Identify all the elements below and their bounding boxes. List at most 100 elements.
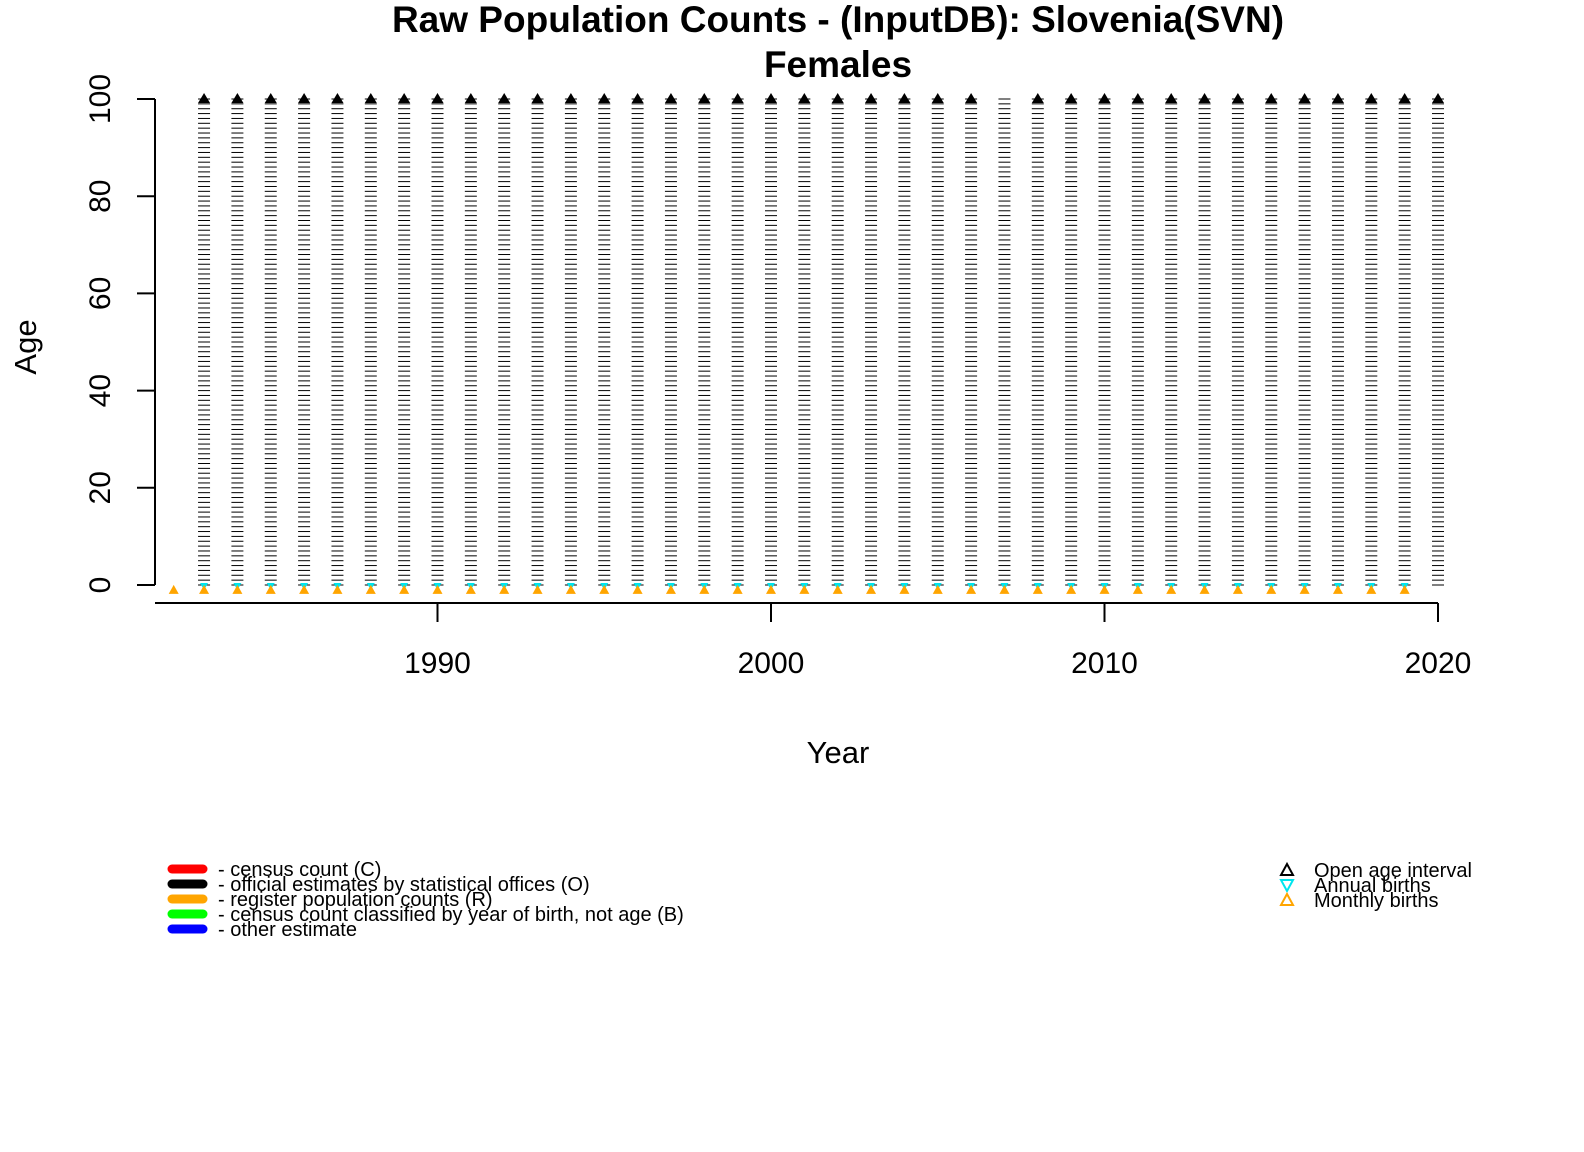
series-column-2011: [1131, 98, 1144, 586]
series-column-1993: [531, 98, 544, 586]
y-tick-label: 20: [84, 471, 117, 504]
series-column-1986: [298, 98, 311, 586]
monthly-births-marker: [265, 584, 276, 594]
series-column-2000: [765, 98, 777, 586]
open-age-marker: [1432, 93, 1444, 103]
legend-label: - census count classified by year of bir…: [218, 904, 684, 926]
open-age-marker: [1165, 93, 1178, 103]
triangle-up-icon: [1279, 861, 1295, 876]
open-age-marker: [464, 93, 477, 103]
monthly-births-marker: [1166, 584, 1177, 594]
open-age-marker: [498, 93, 511, 103]
series-column-2003: [865, 98, 878, 586]
series-column-1998: [698, 98, 711, 586]
open-age-marker: [298, 93, 311, 103]
open-age-marker: [698, 93, 711, 103]
series-column-1999: [731, 98, 744, 586]
series-column-2017: [1331, 98, 1344, 586]
monthly-births-marker: [1099, 584, 1110, 594]
series-column-1991: [464, 98, 477, 586]
open-age-marker: [198, 93, 211, 103]
series-column-2010: [1098, 98, 1111, 586]
series-column-2004: [898, 98, 911, 586]
axes: 0 20 40 60 80 100 1990 2000 2010 2020: [84, 74, 1471, 680]
open-age-marker: [931, 93, 944, 103]
y-axis-label: Age: [8, 319, 43, 374]
series-column-2006: [965, 98, 978, 586]
monthly-births-marker: [799, 584, 810, 594]
open-age-marker: [1265, 93, 1278, 103]
monthly-births-marker: [665, 584, 676, 594]
monthly-births-marker: [699, 584, 710, 594]
x-tick-label: 2020: [1405, 647, 1472, 680]
monthly-births-marker: [565, 584, 576, 594]
y-tick-label: 0: [84, 577, 117, 594]
series-column-1995: [598, 98, 611, 586]
legend-label: - other estimate: [218, 919, 357, 941]
monthly-births-marker: [499, 584, 510, 594]
open-age-marker: [1098, 93, 1111, 103]
monthly-births-marker: [432, 584, 443, 594]
monthly-births-marker: [1199, 584, 1210, 594]
series-column-1985: [264, 98, 277, 586]
monthly-births-marker: [866, 584, 877, 594]
monthly-births-marker: [932, 584, 943, 594]
open-age-marker: [1131, 93, 1144, 103]
monthly-births-marker: [232, 584, 243, 594]
chart-subtitle: Females: [764, 44, 912, 85]
series-column-2014: [1231, 98, 1244, 586]
open-age-marker: [431, 93, 444, 103]
legend-label: Open age interval: [1314, 860, 1472, 882]
x-axis-label: Year: [807, 735, 870, 770]
y-tick-label: 60: [84, 277, 117, 310]
series-column-1987: [331, 98, 344, 586]
open-age-marker: [398, 93, 411, 103]
series-column-2015: [1265, 98, 1278, 586]
monthly-births-marker: [365, 584, 376, 594]
monthly-births-marker: [1066, 584, 1077, 594]
legend-label: - register population counts (R): [218, 889, 493, 911]
monthly-births-marker: [999, 584, 1010, 594]
open-age-marker: [831, 93, 844, 103]
series-column-1988: [364, 98, 377, 586]
series-column-2016: [1298, 98, 1311, 586]
open-age-marker: [1331, 93, 1344, 103]
y-tick-label: 80: [84, 180, 117, 213]
series-column-2012: [1165, 98, 1178, 586]
series-column-2020: [1432, 98, 1444, 586]
legend-label: - census count (C): [218, 859, 381, 881]
monthly-births-marker: [1232, 584, 1243, 594]
monthly-births-marker: [632, 584, 643, 594]
open-age-marker: [331, 93, 344, 103]
open-age-marker: [965, 93, 978, 103]
monthly-births-marker: [299, 584, 310, 594]
monthly-births-marker: [465, 584, 476, 594]
series-column-2008: [1031, 98, 1044, 586]
monthly-births-marker: [1299, 584, 1310, 594]
open-age-marker: [631, 93, 644, 103]
open-age-marker: [798, 93, 811, 103]
triangle-up-icon: [1279, 891, 1295, 906]
series-column-2001: [798, 98, 811, 586]
legend-label: - official estimates by statistical offi…: [218, 874, 590, 896]
legend-label: Annual births: [1314, 875, 1431, 897]
monthly-births-marker: [168, 584, 179, 594]
open-age-marker: [264, 93, 277, 103]
monthly-births-marker: [966, 584, 977, 594]
triangle-down-icon: [1279, 879, 1295, 894]
series-column-1983: [198, 98, 211, 586]
monthly-births-marker: [599, 584, 610, 594]
open-age-marker: [598, 93, 611, 103]
monthly-births-marker: [332, 584, 343, 594]
monthly-births-marker: [1132, 584, 1143, 594]
open-age-marker: [1031, 93, 1044, 103]
x-tick-label: 2000: [738, 647, 805, 680]
open-age-marker: [898, 93, 911, 103]
open-age-marker: [531, 93, 544, 103]
open-age-marker: [731, 93, 744, 103]
series-column-1997: [664, 98, 677, 586]
open-age-marker: [364, 93, 377, 103]
chart-title: Raw Population Counts - (InputDB): Slove…: [392, 0, 1284, 40]
open-age-marker: [1231, 93, 1244, 103]
